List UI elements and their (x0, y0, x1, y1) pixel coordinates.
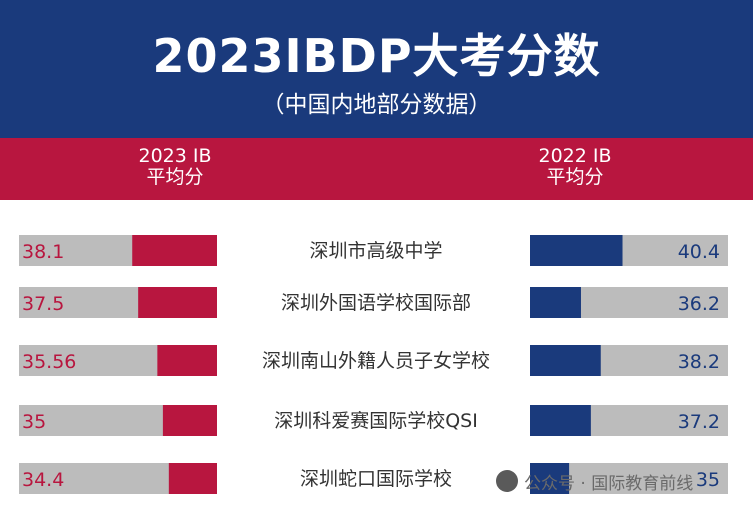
value-label-2023: 35 (22, 411, 46, 433)
wechat-icon (496, 470, 518, 492)
bar-chart: 38.1 40.4 深圳市高级中学 37.5 36.2 深圳外国语学校国际部 35.56 38… (19, 235, 728, 494)
category-label: 深圳外国语学校国际部 (281, 292, 471, 314)
bar-2023 (162, 405, 217, 436)
bar-2022 (530, 287, 581, 318)
left-column-header: 2023 IB 平均分 (75, 146, 275, 188)
value-label-2022: 37.2 (678, 411, 720, 433)
right-column-header: 2022 IB 平均分 (475, 146, 675, 188)
value-label-2023: 38.1 (22, 241, 64, 263)
bar-2023 (168, 463, 217, 494)
right-header-line-1: 2022 IB (538, 145, 612, 167)
bar-2022 (530, 463, 570, 494)
bar-2023 (157, 345, 217, 376)
value-label-2023: 35.56 (22, 351, 76, 373)
value-label-2022: 40.4 (678, 241, 720, 263)
bar-2022 (530, 345, 601, 376)
value-label-2022: 36.2 (678, 293, 720, 315)
watermark-text: 公众号 · 国际教育前线 (524, 473, 694, 494)
value-label-2023: 34.4 (22, 469, 64, 491)
value-label-2022: 38.2 (678, 351, 720, 373)
value-label-2023: 37.5 (22, 293, 64, 315)
category-label: 深圳市高级中学 (309, 240, 442, 262)
chart-subtitle: （中国内地部分数据） (261, 92, 492, 118)
column-header-band (0, 138, 753, 200)
left-header-line-2: 平均分 (146, 166, 204, 188)
header-banner: 2023IBDP大考分数 （中国内地部分数据） (0, 0, 753, 138)
category-label: 深圳蛇口国际学校 (300, 468, 452, 490)
bar-2023 (132, 235, 217, 266)
bar-2022 (530, 235, 623, 266)
right-header-line-2: 平均分 (546, 166, 604, 188)
watermark: 公众号 · 国际教育前线 (496, 468, 693, 494)
bar-2022 (530, 405, 591, 436)
bar-2023 (138, 287, 217, 318)
category-label: 深圳科爱赛国际学校QSI (274, 410, 478, 432)
chart-title: 2023IBDP大考分数 (152, 29, 601, 83)
value-label-2022: 35 (696, 469, 720, 491)
category-label: 深圳南山外籍人员子女学校 (262, 350, 490, 372)
left-header-line-1: 2023 IB (138, 145, 212, 167)
